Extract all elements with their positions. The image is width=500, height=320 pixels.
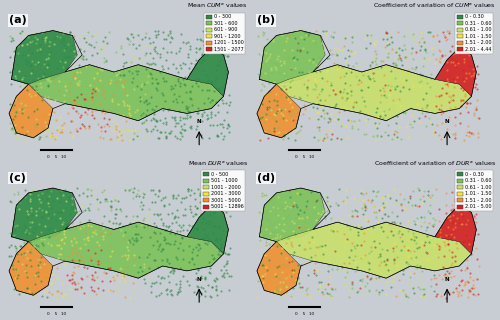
Polygon shape (257, 84, 301, 138)
Polygon shape (260, 30, 325, 84)
Polygon shape (276, 65, 471, 121)
Text: N: N (197, 119, 202, 124)
Polygon shape (260, 188, 325, 242)
Polygon shape (12, 188, 78, 242)
Text: 0    5   10: 0 5 10 (47, 312, 66, 316)
Polygon shape (187, 48, 228, 96)
Text: N: N (445, 277, 450, 282)
Polygon shape (276, 222, 471, 278)
Text: (c): (c) (9, 173, 26, 183)
Polygon shape (12, 30, 78, 84)
Text: N: N (197, 277, 202, 282)
Polygon shape (28, 222, 224, 278)
Polygon shape (187, 205, 228, 254)
Legend: 0 - 300, 301 - 600, 601 - 900, 901 - 1200, 1201 - 1500, 1501 - 2077: 0 - 300, 301 - 600, 601 - 900, 901 - 120… (204, 12, 246, 54)
Text: Mean $\mathit{DUR}^a$ values: Mean $\mathit{DUR}^a$ values (188, 160, 248, 168)
Text: N: N (445, 119, 450, 124)
Text: 0    5   10: 0 5 10 (47, 155, 66, 159)
Legend: 0 - 0.30, 0.31 - 0.60, 0.61 - 1.00, 1.01 - 1.50, 1.51 - 2.00, 2.01 - 5.00: 0 - 0.30, 0.31 - 0.60, 0.61 - 1.00, 1.01… (455, 170, 494, 211)
Text: (a): (a) (9, 15, 27, 26)
Polygon shape (257, 242, 301, 295)
Polygon shape (9, 84, 53, 138)
Text: Coefficient of variation of $\mathit{DUR}^a$ values: Coefficient of variation of $\mathit{DUR… (374, 160, 496, 168)
Legend: 0 - 0.30, 0.31 - 0.60, 0.61 - 1.00, 1.01 - 1.50, 1.51 - 2.00, 2.01 - 4.44: 0 - 0.30, 0.31 - 0.60, 0.61 - 1.00, 1.01… (455, 12, 494, 54)
Legend: 0 - 500, 501 - 1000, 1001 - 2000, 2001 - 3000, 3001 - 5000, 5001 - 12896: 0 - 500, 501 - 1000, 1001 - 2000, 2001 -… (201, 170, 246, 211)
Text: Mean $\mathit{CUM}^a$ values: Mean $\mathit{CUM}^a$ values (188, 2, 248, 10)
Polygon shape (9, 242, 53, 295)
Polygon shape (435, 205, 476, 254)
Text: 0    5   10: 0 5 10 (295, 312, 314, 316)
Text: (b): (b) (257, 15, 275, 26)
Text: 0    5   10: 0 5 10 (295, 155, 314, 159)
Polygon shape (28, 65, 224, 121)
Polygon shape (435, 48, 476, 96)
Text: Coefficient of variation of $\mathit{CUM}^a$ values: Coefficient of variation of $\mathit{CUM… (373, 2, 496, 10)
Text: (d): (d) (257, 173, 275, 183)
